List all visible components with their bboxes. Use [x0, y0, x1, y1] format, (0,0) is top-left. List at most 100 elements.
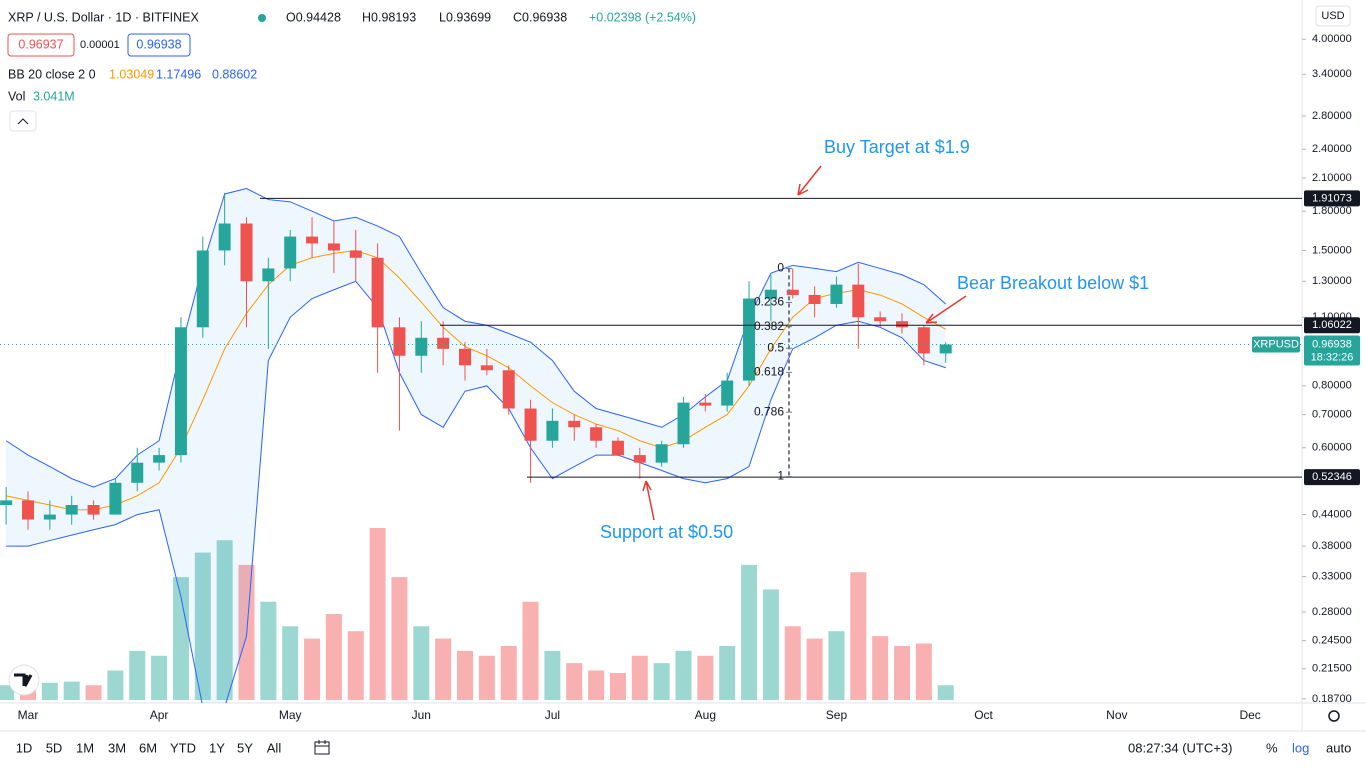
candle-body	[153, 455, 166, 463]
x-tick-label: Nov	[1106, 708, 1127, 722]
y-tick-label: 0.24500	[1312, 635, 1352, 647]
bb-basis: 1.03049	[109, 67, 154, 81]
ohlc-low: L0.93699	[439, 10, 491, 24]
candle-body	[349, 250, 362, 258]
fib-label: 1	[777, 469, 784, 483]
volume-bar	[194, 552, 211, 700]
y-tick-label: 1.50000	[1312, 244, 1352, 256]
annotation: Support at $0.50	[600, 522, 733, 542]
arrow	[642, 480, 655, 521]
y-tick-label: 0.44000	[1312, 508, 1352, 520]
range-button[interactable]: 5Y	[237, 740, 253, 755]
range-button[interactable]: 1Y	[209, 740, 225, 755]
status-dot	[258, 14, 266, 22]
candle-body	[852, 284, 865, 318]
volume-bar	[85, 685, 102, 700]
arrow	[797, 165, 822, 196]
bb-lower: 0.88602	[212, 67, 257, 81]
auto-toggle[interactable]: auto	[1326, 740, 1351, 755]
candle-body	[655, 444, 668, 463]
volume-bar	[478, 655, 495, 700]
volume-bar	[894, 645, 910, 700]
candle-body	[939, 344, 952, 354]
volume-bar	[457, 650, 473, 700]
plot-area	[0, 187, 954, 703]
y-tick-label: 0.28000	[1312, 606, 1352, 618]
candle-body	[546, 420, 559, 441]
volume-bar	[784, 626, 801, 700]
collapse-button[interactable]	[9, 110, 37, 132]
bollinger-upper	[5, 187, 947, 488]
last-price-label: 0.96938	[1312, 338, 1352, 350]
candle-body	[371, 257, 384, 328]
range-button[interactable]: 1D	[16, 740, 33, 755]
volume-bar	[741, 564, 758, 700]
range-button[interactable]: 5D	[46, 740, 63, 755]
date-range-icon[interactable]	[314, 740, 330, 755]
candle-body	[65, 505, 78, 515]
candle-body	[743, 298, 756, 381]
candle-body	[524, 408, 537, 441]
volume-bar	[216, 540, 233, 700]
volume-bar	[63, 681, 80, 700]
ask-box[interactable]	[127, 33, 191, 57]
candle-body	[721, 380, 734, 406]
candle-body	[764, 289, 777, 299]
x-tick-label: Dec	[1239, 708, 1260, 722]
candle-body	[306, 236, 319, 244]
candle-body	[611, 440, 624, 456]
currency-box[interactable]	[1315, 5, 1351, 27]
y-tick-label: 0.60000	[1312, 442, 1352, 454]
candle-body	[590, 427, 603, 441]
candle-body	[393, 327, 406, 356]
y-tick-label: 0.33000	[1312, 570, 1352, 582]
candle-body	[22, 500, 34, 520]
x-tick-label: May	[279, 708, 302, 722]
vol-name: Vol	[8, 89, 25, 103]
y-tick-label: 3.40000	[1312, 68, 1352, 80]
spread: 0.00001	[80, 39, 120, 51]
y-tick-label: 0.38000	[1312, 540, 1352, 552]
log-toggle[interactable]: log	[1292, 740, 1309, 755]
volume-bar	[588, 670, 605, 700]
ohlc-close: C0.96938	[513, 10, 567, 24]
bid-box[interactable]	[7, 33, 75, 57]
volume-bar	[544, 650, 561, 700]
range-button[interactable]: All	[267, 740, 282, 755]
ohlc-high: H0.98193	[362, 10, 416, 24]
range-button[interactable]: 1M	[76, 740, 94, 755]
volume-bar	[347, 631, 364, 700]
bollinger-lower	[6, 280, 946, 703]
range-button[interactable]: YTD	[170, 740, 196, 755]
y-tick-label: 0.18700	[1312, 693, 1352, 705]
price-tag-label: 1.06022	[1312, 319, 1352, 331]
volume-bar	[369, 528, 386, 700]
volume-bar	[872, 636, 889, 700]
range-button[interactable]: 3M	[108, 740, 126, 755]
x-tick-label: Oct	[974, 708, 993, 722]
bollinger-basis	[6, 249, 946, 511]
settings-icon[interactable]	[1328, 710, 1340, 722]
price-tag	[1304, 469, 1360, 486]
volume-bar	[391, 577, 408, 700]
candle-body	[677, 402, 690, 445]
x-tick-label: Aug	[695, 708, 716, 722]
price-tag	[1304, 190, 1360, 207]
fib-label: 0.618	[754, 365, 784, 379]
symbol-tag-label: XRPUSD	[1253, 338, 1299, 350]
candle-body	[174, 327, 187, 456]
volume-bar	[806, 638, 823, 700]
percent-toggle[interactable]: %	[1266, 740, 1278, 755]
candle-body	[131, 462, 144, 483]
annotation: Bear Breakout below $1	[957, 273, 1149, 293]
y-tick-label: 0.21500	[1312, 663, 1352, 675]
logo-mark	[14, 673, 33, 687]
volume-bar	[522, 601, 539, 700]
candle-body	[874, 317, 887, 322]
range-button[interactable]: 6M	[139, 740, 157, 755]
candle-body	[262, 268, 275, 282]
candle-body	[786, 289, 799, 295]
bb-name: BB 20 close 2 0	[8, 67, 96, 81]
y-tick-label: 1.80000	[1312, 205, 1352, 217]
